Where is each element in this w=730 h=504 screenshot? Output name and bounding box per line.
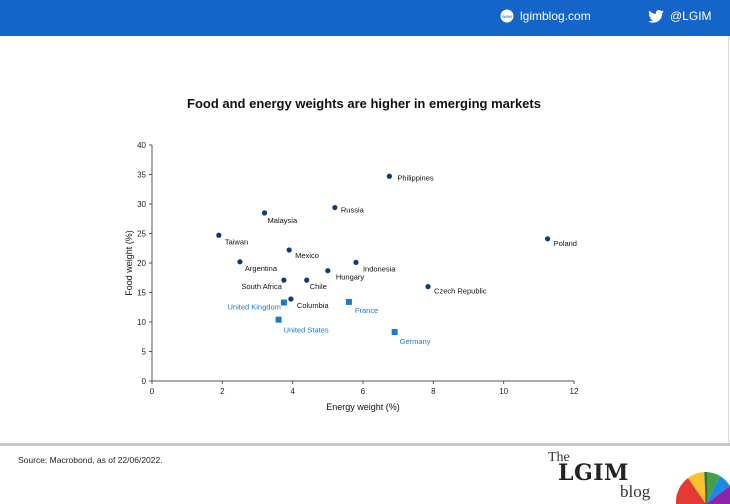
data-point — [261, 210, 268, 216]
data-label: Argentina — [245, 264, 278, 273]
logo-the-text: The — [548, 450, 570, 465]
y-tick-label: 5 — [142, 348, 147, 357]
data-point — [425, 284, 431, 290]
data-label: Philippines — [397, 173, 434, 182]
x-tick-label: 2 — [220, 387, 225, 396]
footer-divider — [0, 443, 730, 446]
data-point — [345, 298, 352, 305]
data-point — [391, 329, 398, 336]
data-point — [386, 173, 392, 179]
data-label: Indonesia — [363, 264, 396, 273]
data-label: Taiwan — [225, 237, 248, 246]
x-tick-label: 12 — [570, 387, 579, 396]
data-label: Columbia — [297, 301, 330, 310]
twitter-link[interactable]: @LGIM — [648, 9, 712, 23]
y-axis-label: Food weight (%) — [124, 230, 134, 296]
data-point — [304, 277, 310, 283]
data-point — [332, 204, 338, 211]
svg-text:www: www — [502, 14, 512, 19]
x-tick-label: 8 — [431, 387, 436, 396]
y-tick-label: 25 — [137, 230, 146, 239]
data-point — [286, 247, 292, 253]
y-tick-label: 10 — [137, 318, 146, 327]
data-point — [281, 277, 287, 283]
data-label: United States — [284, 326, 329, 335]
data-label: Hungary — [336, 273, 365, 282]
data-label: France — [355, 306, 378, 315]
x-tick-label: 6 — [361, 387, 366, 396]
x-tick-label: 10 — [499, 387, 508, 396]
umbrella-icon — [675, 471, 730, 504]
twitter-label: @LGIM — [670, 9, 712, 23]
data-point — [280, 299, 287, 306]
data-label: Czech Republic — [434, 287, 487, 296]
chart-frame — [0, 36, 729, 444]
x-tick-label: 0 — [150, 387, 155, 396]
twitter-bird-icon — [648, 9, 664, 23]
data-label: Mexico — [295, 251, 319, 260]
source-note: Source: Macrobond, as of 22/06/2022. — [18, 455, 163, 465]
data-label: Malaysia — [268, 216, 298, 225]
data-points: Philippines Russia Malaysia Taiwan Poland Mex… — [216, 173, 577, 346]
y-tick-label: 40 — [137, 141, 146, 150]
data-point — [545, 236, 551, 242]
x-tick-label: 4 — [290, 387, 295, 396]
axes: 0 2 4 6 8 10 12 0 5 10 15 20 25 30 35 40 — [137, 141, 579, 396]
data-label: Germany — [400, 337, 431, 346]
data-point — [275, 316, 282, 323]
y-tick-label: 0 — [142, 377, 147, 386]
y-tick-label: 20 — [137, 259, 146, 268]
scatter-chart: Food and energy weights are higher in em… — [124, 96, 579, 412]
header-bar: www lgimblog.com @LGIM — [0, 0, 730, 36]
lgim-blog-logo: The LGIM blog — [540, 448, 730, 504]
y-tick-label: 15 — [137, 289, 146, 298]
site-link[interactable]: www lgimblog.com — [500, 9, 591, 23]
globe-www-icon: www — [500, 9, 514, 23]
data-point — [216, 232, 222, 238]
y-tick-label: 30 — [137, 200, 146, 209]
data-point — [288, 296, 294, 302]
data-label: Chile — [310, 282, 327, 291]
logo-blog-text: blog — [620, 482, 651, 501]
x-axis-label: Energy weight (%) — [326, 402, 400, 412]
y-tick-label: 35 — [137, 171, 146, 180]
chart-title: Food and energy weights are higher in em… — [187, 96, 541, 111]
data-point — [237, 259, 243, 265]
data-point — [353, 259, 359, 266]
logo-lgim-text: LGIM — [558, 460, 629, 486]
data-point — [325, 268, 331, 274]
data-label: United Kingdom — [228, 303, 281, 312]
data-label: South Africa — [241, 282, 282, 291]
data-label: Poland — [554, 239, 577, 248]
site-label: lgimblog.com — [520, 9, 591, 23]
data-label: Russia — [341, 206, 365, 215]
